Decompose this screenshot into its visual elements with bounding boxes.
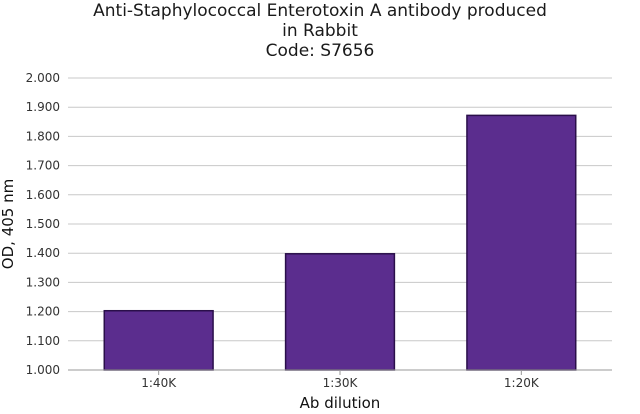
chart-title-line-2: in Rabbit [282, 21, 358, 41]
y-tick-label: 1.200 [26, 305, 60, 319]
x-axis-ticks: 1:40K 1:30K 1:20K [141, 370, 540, 390]
y-tick-label: 1.500 [26, 217, 60, 231]
y-tick-label: 2.000 [26, 71, 60, 85]
chart-title-line-3: Code: S7656 [265, 41, 375, 61]
y-tick-label: 1.600 [26, 188, 60, 202]
y-tick-label: 1.900 [26, 100, 60, 114]
x-axis-label: Ab dilution [300, 394, 381, 412]
bar-1-30K [284, 253, 396, 371]
y-axis-label: OD, 405 nm [0, 179, 17, 269]
y-tick-label: 1.000 [26, 363, 60, 377]
y-axis-ticks: 1.000 1.100 1.200 1.300 1.400 1.500 1.600 1.700… [26, 71, 60, 377]
y-tick-label: 1.400 [26, 246, 60, 260]
x-tick-label: 1:30K [323, 376, 359, 390]
bars [103, 114, 577, 371]
chart-title-line-1: Anti-Staphylococcal Enterotoxin A antibo… [93, 1, 547, 21]
y-tick-label: 1.800 [26, 129, 60, 143]
y-tick-label: 1.700 [26, 159, 60, 173]
y-tick-label: 1.100 [26, 334, 60, 348]
x-tick-label: 1:40K [141, 376, 177, 390]
x-tick-label: 1:20K [504, 376, 540, 390]
chart-title: Anti-Staphylococcal Enterotoxin A antibo… [0, 0, 640, 61]
y-tick-label: 1.300 [26, 275, 60, 289]
bar-1-20K [466, 114, 577, 371]
bar-1-40K [103, 309, 214, 371]
